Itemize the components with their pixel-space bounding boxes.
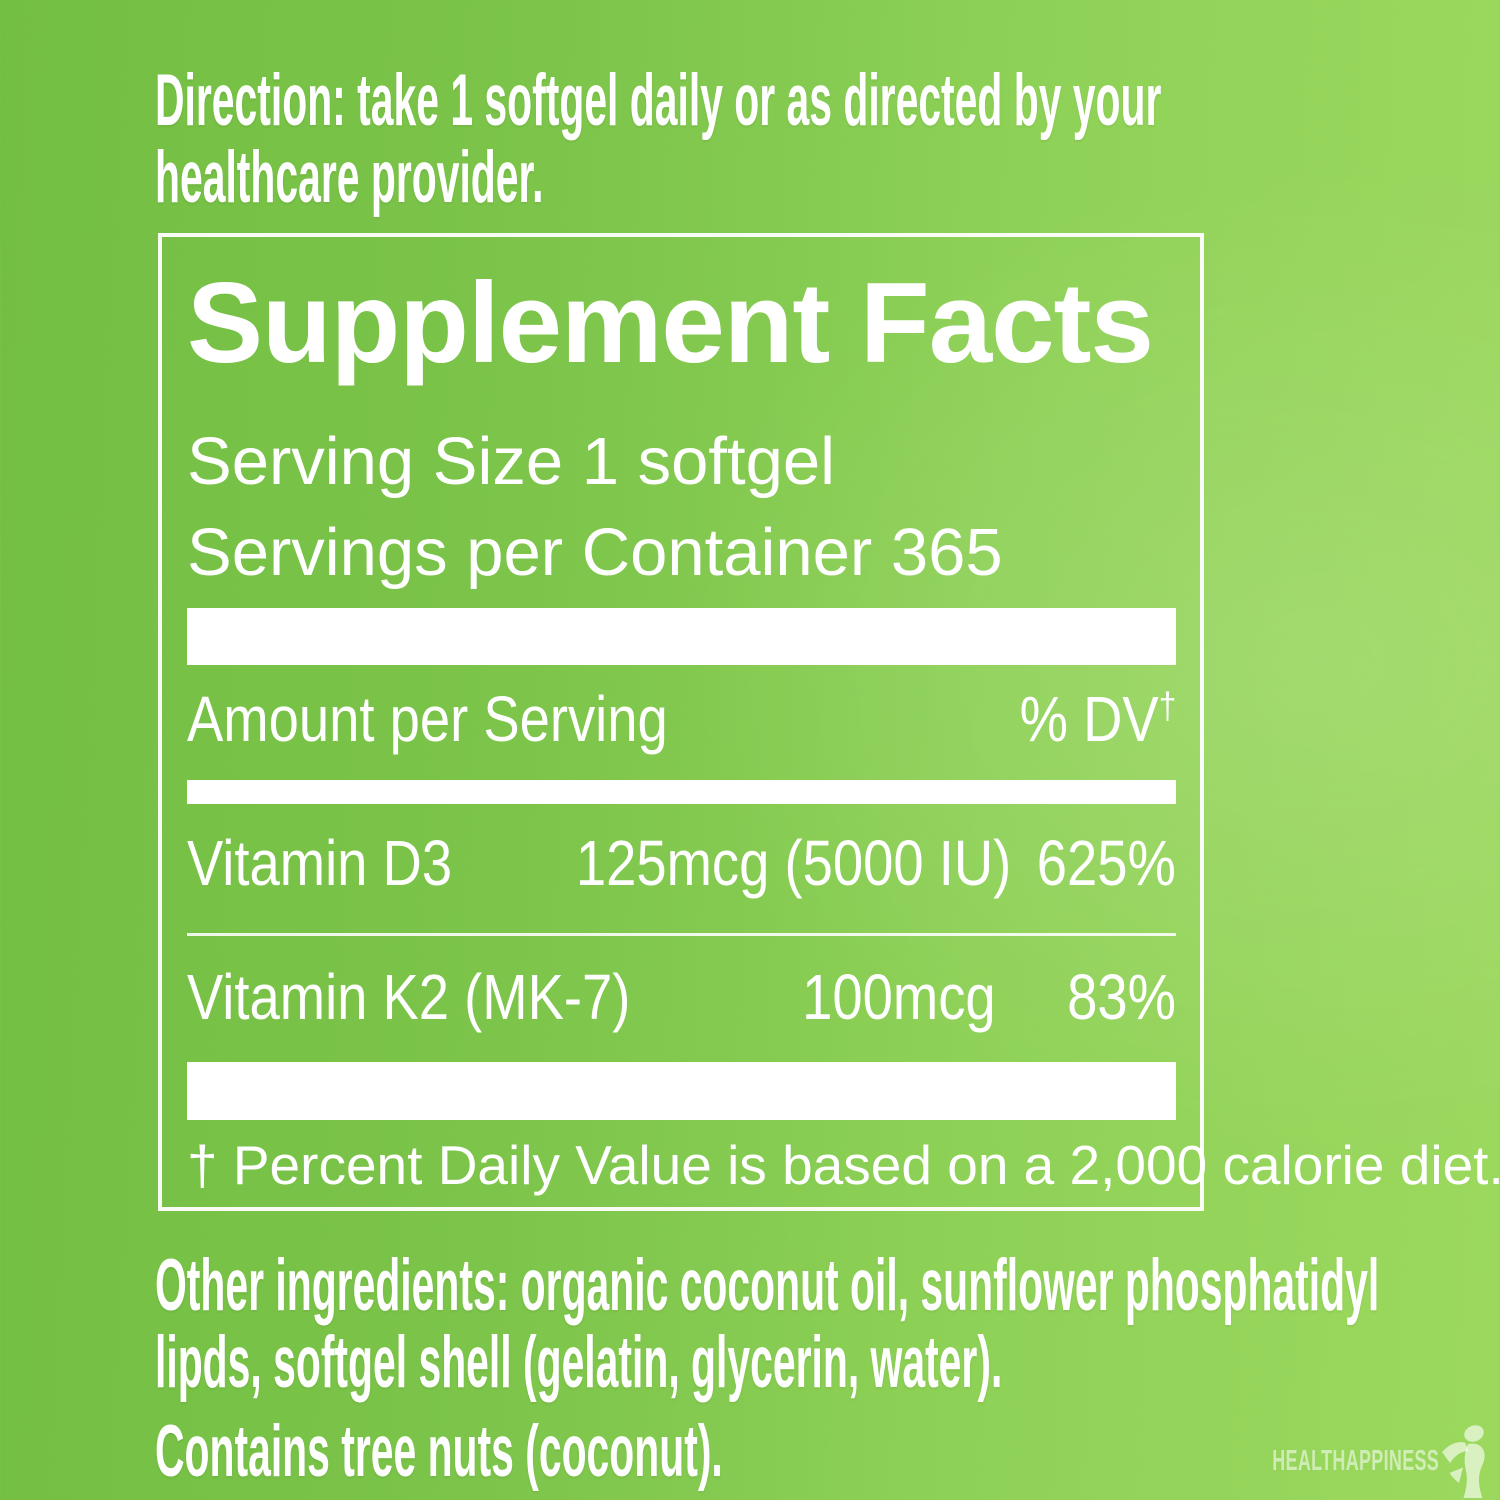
nutrient-dv: 83% (1067, 961, 1176, 1033)
servings-per-container: Servings per Container 365 (187, 515, 1003, 590)
brand-name: HEALTHAPPINESS (1272, 1444, 1439, 1477)
amount-per-serving-label: Amount per Serving (187, 683, 668, 755)
direction-line-2: healthcare provider. (155, 137, 544, 218)
supplement-facts-panel: Supplement Facts Serving Size 1 softgel … (158, 233, 1500, 1211)
amount-header-row: Amount per Serving % DV† (187, 687, 1176, 751)
allergen-line: Contains tree nuts (coconut). (155, 1411, 723, 1492)
percent-dv-text: % DV (1019, 683, 1159, 755)
nutrient-name: Vitamin D3 (187, 827, 453, 899)
nutrient-amount: 125mcg (5000 IU) (575, 827, 1012, 899)
nutrient-row-vitamin-k2: Vitamin K2 (MK-7) 100mcg 83% (187, 965, 1176, 1029)
dagger-superscript: † (1158, 684, 1176, 727)
direction-line-1: Direction: take 1 softgel daily or as di… (155, 60, 1162, 141)
serving-size: Serving Size 1 softgel (187, 424, 836, 499)
panel-title: Supplement Facts (187, 260, 1154, 387)
divider-line-thin (187, 933, 1176, 936)
dv-footnote: † Percent Daily Value is based on a 2,00… (187, 1134, 1500, 1196)
other-ingredients-text: Other ingredients: organic coconut oil, … (155, 1247, 1379, 1401)
nutrient-name: Vitamin K2 (MK-7) (187, 961, 631, 1033)
divider-bar-medium (187, 780, 1176, 804)
dancing-person-icon (1441, 1424, 1493, 1498)
brand-logo: HEALTHAPPINESS (1170, 1424, 1493, 1498)
divider-bar-thick-top (187, 608, 1176, 665)
nutrient-dv: 625% (1036, 827, 1176, 899)
nutrient-row-vitamin-d3: Vitamin D3 125mcg (5000 IU) 625% (187, 831, 1176, 895)
divider-bar-thick-bottom (187, 1062, 1176, 1120)
percent-dv-label: % DV† (1019, 687, 1176, 751)
allergen-text: Contains tree nuts (coconut). (155, 1413, 723, 1490)
direction-text: Direction: take 1 softgel daily or as di… (155, 62, 1161, 216)
other-ingredients-line-1: Other ingredients: organic coconut oil, … (155, 1245, 1380, 1326)
other-ingredients-line-2: lipds, softgel shell (gelatin, glycerin,… (155, 1322, 1003, 1403)
nutrient-amount: 100mcg (802, 961, 996, 1033)
